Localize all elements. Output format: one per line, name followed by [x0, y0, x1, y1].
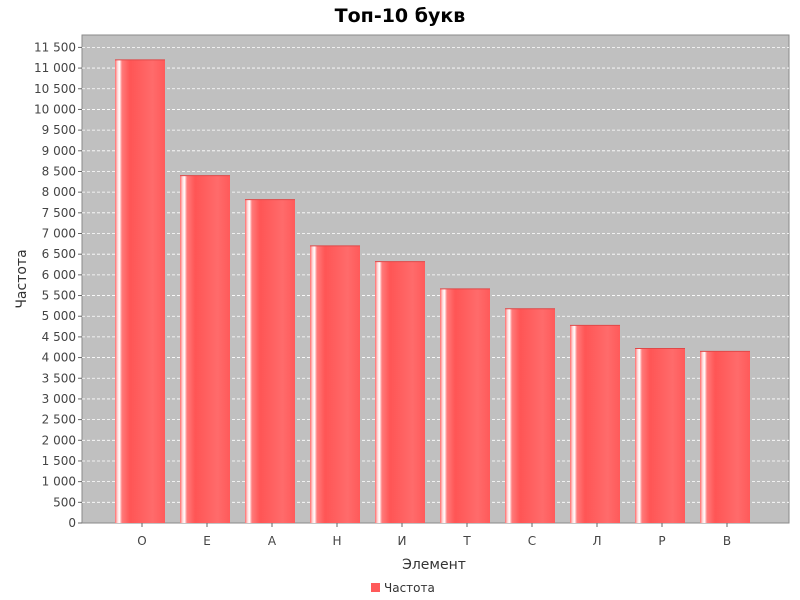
y-tick-label: 5 500	[42, 289, 76, 303]
y-tick-label: 10 000	[34, 102, 76, 116]
y-tick-label: 7 000	[42, 227, 76, 241]
x-tick-label: А	[268, 534, 277, 548]
y-tick-label: 8 500	[42, 164, 76, 178]
y-tick-label: 9 000	[42, 144, 76, 158]
x-axis-label: Элемент	[402, 557, 466, 573]
y-tick-label: 6 000	[42, 268, 76, 282]
y-tick-label: 9 500	[42, 123, 76, 137]
bars	[115, 59, 750, 523]
y-axis: 0 500 1 000 1 500 2 000 2 500 3 000 3 500 4 000 4…	[34, 40, 82, 530]
y-tick-label: 7 500	[42, 206, 76, 220]
bar	[180, 175, 230, 523]
legend-swatch	[371, 583, 380, 592]
bar	[375, 261, 425, 523]
bar	[440, 288, 490, 523]
legend-label: Частота	[384, 581, 435, 595]
x-tick-label: И	[398, 534, 407, 548]
y-tick-label: 3 000	[42, 392, 76, 406]
y-tick-label: 10 500	[34, 82, 76, 96]
bar	[635, 348, 685, 523]
y-tick-label: 11 000	[34, 61, 76, 75]
x-tick-label: В	[723, 534, 731, 548]
legend: Частота	[371, 581, 435, 595]
y-tick-label: 8 000	[42, 185, 76, 199]
chart-title: Топ-10 букв	[335, 5, 466, 27]
y-tick-label: 4 500	[42, 330, 76, 344]
y-tick-label: 500	[53, 495, 76, 509]
bar	[310, 245, 360, 523]
bar	[570, 325, 620, 523]
bar	[115, 59, 165, 523]
bar	[245, 199, 295, 523]
bar	[700, 351, 750, 523]
x-tick-label: С	[528, 534, 536, 548]
y-axis-label: Частота	[14, 249, 30, 308]
y-tick-label: 0	[68, 516, 76, 530]
x-tick-label: Е	[203, 534, 211, 548]
x-tick-label: Н	[332, 534, 341, 548]
bar	[505, 308, 555, 523]
y-tick-label: 1 000	[42, 475, 76, 489]
y-tick-label: 5 000	[42, 309, 76, 323]
x-tick-label: О	[137, 534, 146, 548]
y-tick-label: 3 500	[42, 371, 76, 385]
y-tick-label: 6 500	[42, 247, 76, 261]
x-tick-label: Т	[462, 534, 471, 548]
y-tick-label: 4 000	[42, 351, 76, 365]
y-tick-label: 1 500	[42, 454, 76, 468]
y-tick-label: 2 500	[42, 413, 76, 427]
x-tick-label: Р	[658, 534, 665, 548]
x-tick-label: Л	[592, 534, 601, 548]
y-tick-label: 2 000	[42, 433, 76, 447]
y-tick-label: 11 500	[34, 40, 76, 54]
